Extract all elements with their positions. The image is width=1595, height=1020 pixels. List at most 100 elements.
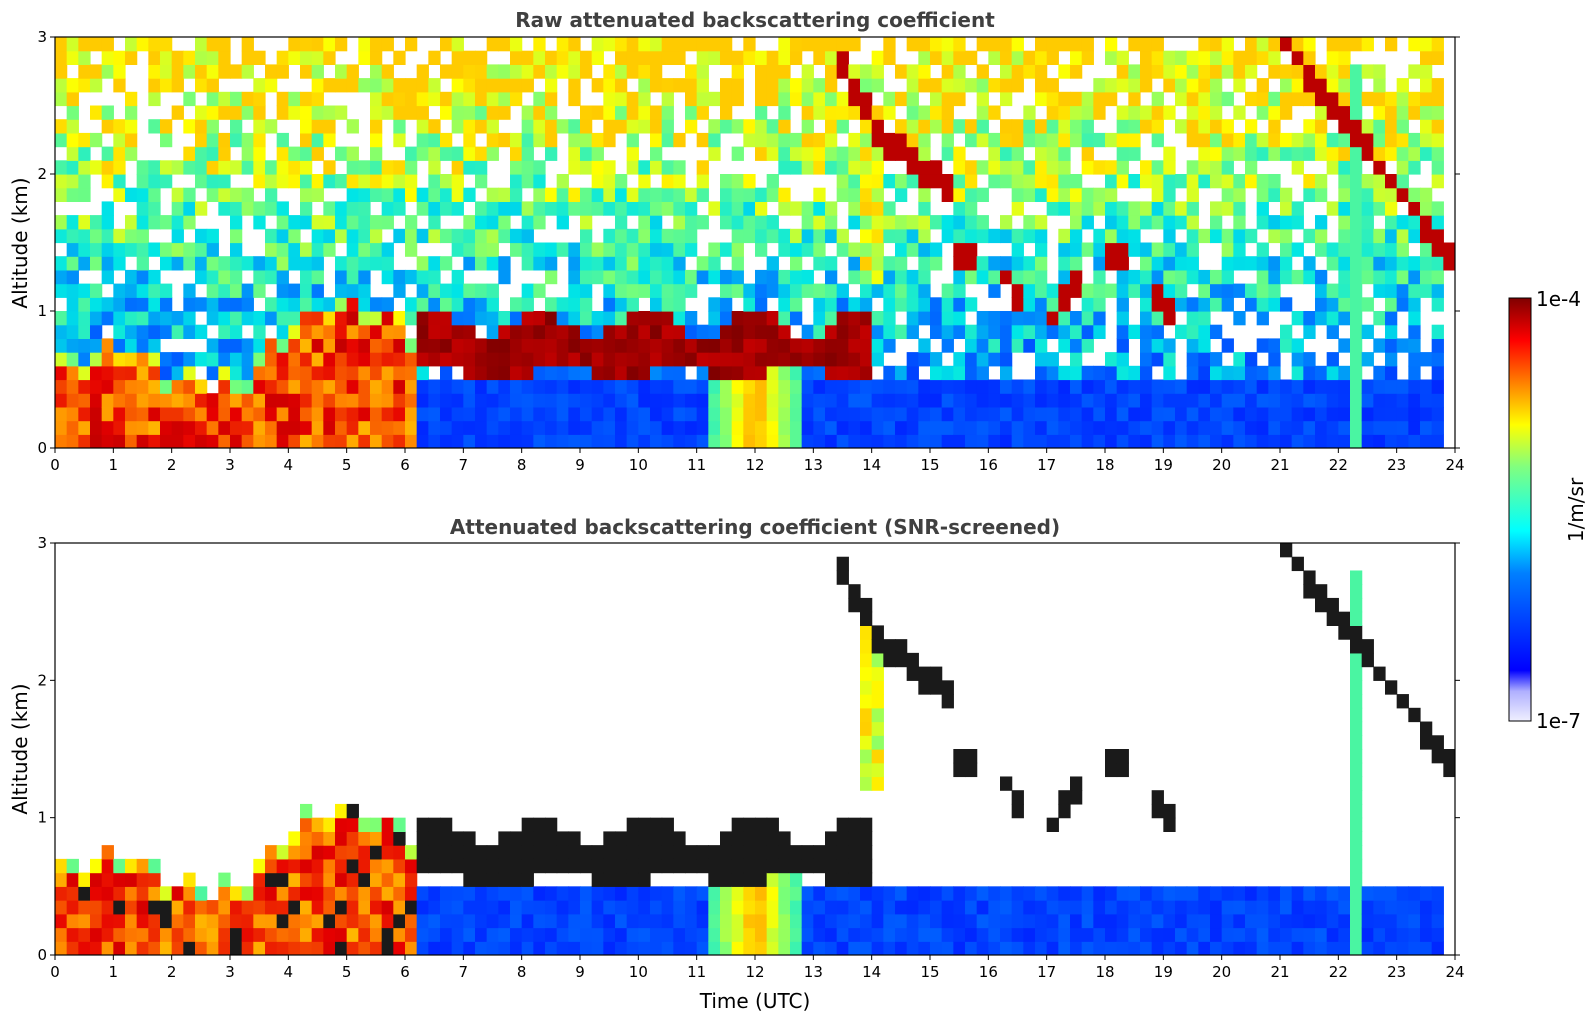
heatmap-cell [1233,256,1246,271]
heatmap-cell [533,242,546,257]
heatmap-cell [451,228,464,244]
heatmap-cell [463,311,476,326]
heatmap-cell [521,858,534,874]
heatmap-cell [1186,160,1199,175]
heatmap-cell [253,146,266,161]
heatmap-cell [475,941,488,955]
heatmap-cell [218,160,231,175]
heatmap-cell [475,242,488,257]
heatmap-cell [650,105,663,120]
heatmap-cell [615,105,628,120]
heatmap-cell [55,886,68,901]
heatmap-cell [626,160,639,175]
heatmap-cell [988,283,1001,298]
heatmap-cell [790,269,803,285]
heatmap-cell [440,91,453,107]
heatmap-cell [1000,50,1013,65]
heatmap-cell [1000,365,1013,381]
heatmap-cell [510,50,523,65]
heatmap-cell [1175,927,1188,942]
heatmap-cell [708,420,721,435]
heatmap-cell [486,900,499,915]
heatmap-cell [218,311,231,326]
heatmap-cell [696,215,709,230]
heatmap-cell [953,927,966,942]
heatmap-cell [941,174,954,189]
heatmap-cell [323,817,336,832]
heatmap-cell [1408,913,1421,929]
heatmap-cell [1198,927,1211,942]
heatmap-cell [1361,201,1374,216]
heatmap-cell [930,160,943,175]
heatmap-cell [801,365,814,381]
heatmap-cell [650,50,663,65]
heatmap-cell [1338,365,1351,381]
heatmap-cell [510,886,523,901]
heatmap-cell [720,858,733,874]
heatmap-cell [895,119,908,134]
heatmap-cell [1058,256,1071,271]
heatmap-cell [650,297,663,312]
heatmap-cell [1315,584,1328,599]
heatmap-cell [358,215,371,230]
heatmap-cell [871,187,884,202]
heatmap-cell [755,187,768,202]
heatmap-cell [486,187,499,202]
heatmap-cell [160,379,173,394]
heatmap-cell [591,352,604,367]
heatmap-cell [1116,215,1129,230]
heatmap-cell [1385,393,1398,408]
heatmap-cell [755,379,768,394]
heatmap-cell [206,941,219,955]
heatmap-cell [825,146,838,161]
heatmap-cell [568,365,581,381]
heatmap-cell [685,311,698,326]
heatmap-cell [241,941,254,955]
heatmap-cell [171,393,184,408]
heatmap-cell [696,91,709,107]
heatmap-cell [988,338,1001,353]
heatmap-cell [1116,941,1129,955]
heatmap-cell [1431,365,1444,381]
heatmap-cell [860,831,873,846]
heatmap-cell [988,927,1001,942]
heatmap-cell [533,831,546,846]
heatmap-cell [976,91,989,107]
heatmap-cell [90,132,103,148]
heatmap-cell [195,913,208,929]
heatmap-cell [1350,201,1363,216]
heatmap-cell [1151,283,1164,298]
heatmap-cell [148,50,161,65]
heatmap-cell [1011,78,1024,93]
heatmap-cell [66,365,79,381]
heatmap-cell [976,105,989,120]
heatmap-cell [1070,900,1083,915]
heatmap-cell [463,242,476,257]
heatmap-cell [265,406,278,422]
heatmap-cell [346,338,359,353]
heatmap-cell [136,37,149,52]
heatmap-cell [533,174,546,189]
heatmap-cell [346,215,359,230]
heatmap-cell [183,927,196,942]
heatmap-cell [591,37,604,52]
heatmap-cell [638,311,651,326]
heatmap-cell [1058,132,1071,148]
heatmap-cell [148,242,161,257]
heatmap-cell [1268,420,1281,435]
heatmap-cell [580,215,593,230]
heatmap-cell [136,187,149,202]
heatmap-cell [906,311,919,326]
heatmap-cell [113,78,126,93]
heatmap-cell [125,420,138,435]
heatmap-cell [78,420,91,435]
heatmap-cell [1081,146,1094,161]
heatmap-cell [813,406,826,422]
heatmap-cell [1081,913,1094,929]
heatmap-cell [393,160,406,175]
heatmap-cell [521,256,534,271]
heatmap-cell [195,393,208,408]
heatmap-cell [1303,913,1316,929]
heatmap-cell [498,420,511,435]
heatmap-cell [265,420,278,435]
